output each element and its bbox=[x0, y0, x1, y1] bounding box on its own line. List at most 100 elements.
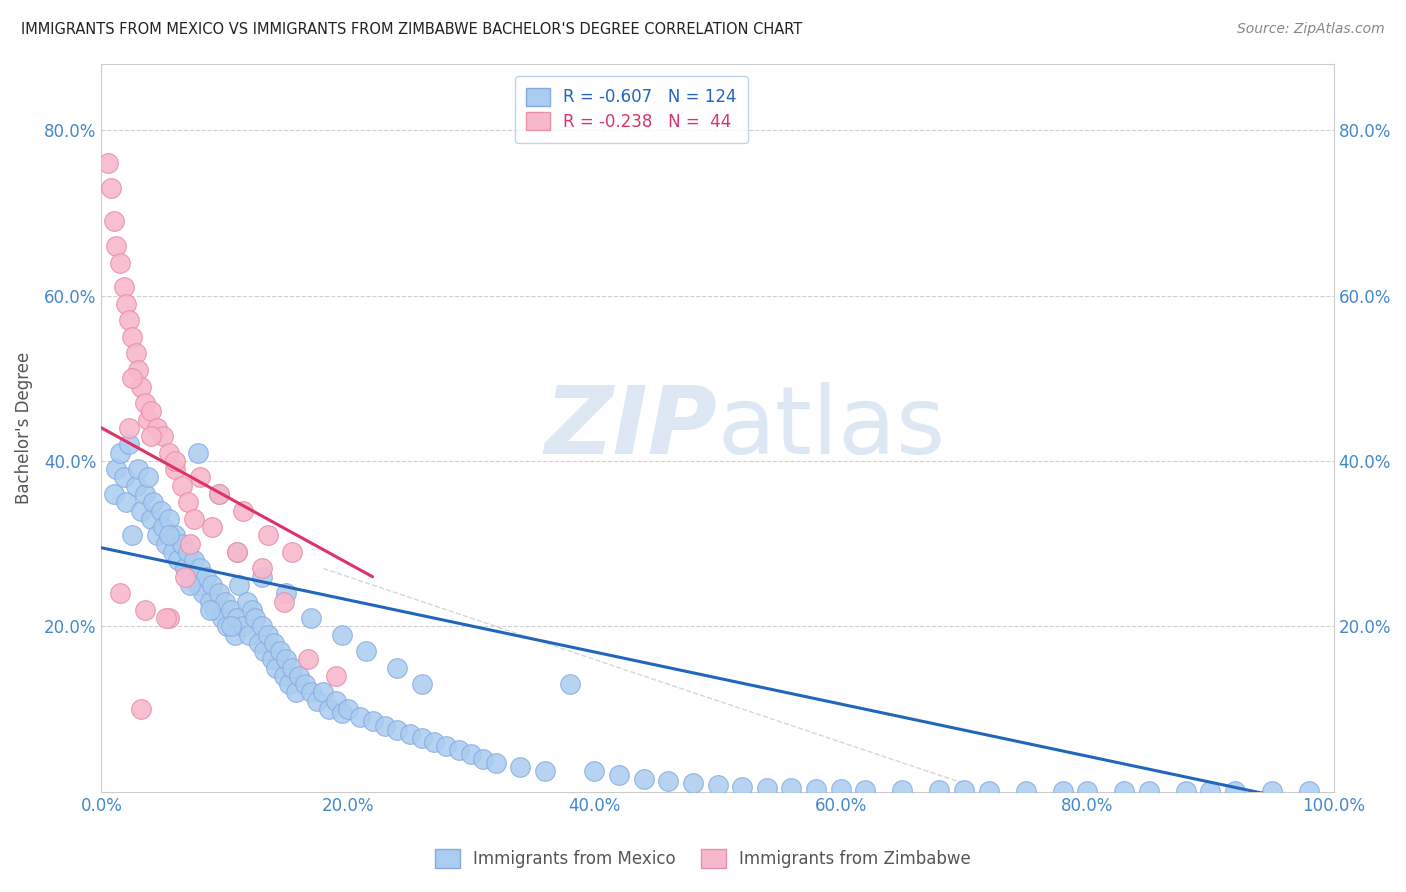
Point bbox=[183, 553, 205, 567]
Point bbox=[706, 778, 728, 792]
Point bbox=[165, 462, 187, 476]
Point bbox=[325, 694, 347, 708]
Point bbox=[103, 487, 125, 501]
Point bbox=[266, 661, 288, 675]
Point bbox=[312, 685, 335, 699]
Point bbox=[423, 735, 446, 749]
Point bbox=[219, 619, 242, 633]
Point bbox=[273, 669, 295, 683]
Y-axis label: Bachelor's Degree: Bachelor's Degree bbox=[15, 351, 32, 504]
Point bbox=[240, 603, 263, 617]
Point bbox=[149, 503, 172, 517]
Point bbox=[330, 627, 353, 641]
Point bbox=[349, 710, 371, 724]
Point bbox=[152, 520, 174, 534]
Point bbox=[204, 603, 226, 617]
Point bbox=[179, 536, 201, 550]
Point bbox=[285, 685, 308, 699]
Point bbox=[558, 677, 581, 691]
Point bbox=[165, 528, 187, 542]
Point bbox=[1137, 784, 1160, 798]
Point bbox=[127, 363, 149, 377]
Point bbox=[226, 545, 249, 559]
Text: atlas: atlas bbox=[717, 382, 946, 474]
Legend: Immigrants from Mexico, Immigrants from Zimbabwe: Immigrants from Mexico, Immigrants from … bbox=[429, 843, 977, 875]
Point bbox=[485, 756, 508, 770]
Point bbox=[232, 503, 254, 517]
Point bbox=[398, 727, 420, 741]
Point bbox=[195, 570, 218, 584]
Point bbox=[731, 780, 754, 794]
Point bbox=[97, 156, 120, 170]
Point bbox=[183, 512, 205, 526]
Point bbox=[411, 677, 433, 691]
Point bbox=[281, 661, 304, 675]
Point bbox=[108, 586, 131, 600]
Point bbox=[170, 479, 193, 493]
Point bbox=[129, 702, 152, 716]
Point bbox=[330, 706, 353, 720]
Point bbox=[299, 611, 322, 625]
Point bbox=[509, 760, 531, 774]
Point bbox=[165, 454, 187, 468]
Point bbox=[152, 429, 174, 443]
Point bbox=[139, 512, 162, 526]
Point bbox=[385, 723, 408, 737]
Point bbox=[121, 528, 143, 542]
Point bbox=[127, 462, 149, 476]
Point bbox=[583, 764, 606, 778]
Point bbox=[198, 594, 221, 608]
Point bbox=[142, 495, 165, 509]
Point bbox=[1261, 784, 1284, 798]
Point bbox=[224, 627, 246, 641]
Point bbox=[238, 627, 260, 641]
Point bbox=[129, 379, 152, 393]
Point bbox=[297, 652, 319, 666]
Point bbox=[276, 652, 298, 666]
Point bbox=[187, 445, 209, 459]
Point bbox=[157, 528, 180, 542]
Point bbox=[157, 611, 180, 625]
Point bbox=[155, 536, 177, 550]
Point bbox=[125, 346, 148, 360]
Point bbox=[157, 512, 180, 526]
Point bbox=[103, 214, 125, 228]
Point bbox=[385, 661, 408, 675]
Point bbox=[804, 782, 827, 797]
Point bbox=[146, 528, 169, 542]
Text: ZIP: ZIP bbox=[544, 382, 717, 474]
Point bbox=[250, 561, 273, 575]
Point bbox=[247, 636, 270, 650]
Point bbox=[260, 652, 283, 666]
Point bbox=[226, 545, 249, 559]
Point bbox=[188, 470, 211, 484]
Point bbox=[460, 747, 482, 762]
Point bbox=[198, 603, 221, 617]
Point bbox=[253, 644, 276, 658]
Point bbox=[117, 437, 139, 451]
Text: IMMIGRANTS FROM MEXICO VS IMMIGRANTS FROM ZIMBABWE BACHELOR'S DEGREE CORRELATION: IMMIGRANTS FROM MEXICO VS IMMIGRANTS FRO… bbox=[21, 22, 803, 37]
Point bbox=[447, 743, 470, 757]
Point bbox=[108, 445, 131, 459]
Point bbox=[250, 619, 273, 633]
Point bbox=[134, 396, 156, 410]
Point bbox=[281, 545, 304, 559]
Point bbox=[191, 586, 214, 600]
Point bbox=[263, 636, 285, 650]
Point bbox=[100, 181, 122, 195]
Point bbox=[755, 780, 778, 795]
Point bbox=[228, 578, 250, 592]
Point bbox=[245, 611, 267, 625]
Point bbox=[436, 739, 458, 754]
Point bbox=[112, 470, 135, 484]
Point bbox=[174, 570, 197, 584]
Point bbox=[117, 313, 139, 327]
Point bbox=[356, 644, 378, 658]
Point bbox=[336, 702, 359, 716]
Point bbox=[1052, 784, 1074, 798]
Point bbox=[129, 503, 152, 517]
Point bbox=[269, 644, 291, 658]
Point bbox=[207, 487, 229, 501]
Point bbox=[105, 239, 128, 253]
Point bbox=[411, 731, 433, 745]
